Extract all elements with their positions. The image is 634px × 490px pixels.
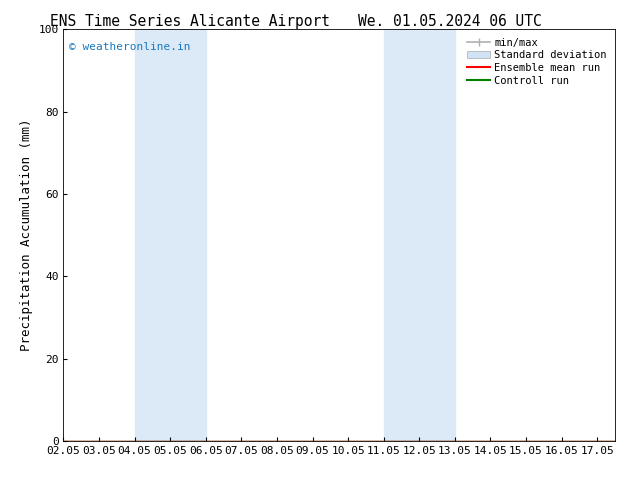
- Text: We. 01.05.2024 06 UTC: We. 01.05.2024 06 UTC: [358, 14, 542, 29]
- Text: ENS Time Series Alicante Airport: ENS Time Series Alicante Airport: [50, 14, 330, 29]
- Bar: [384, 29, 455, 441]
- Bar: [134, 29, 206, 441]
- Y-axis label: Precipitation Accumulation (mm): Precipitation Accumulation (mm): [20, 119, 33, 351]
- Text: © weatheronline.in: © weatheronline.in: [69, 42, 190, 52]
- Legend: min/max, Standard deviation, Ensemble mean run, Controll run: min/max, Standard deviation, Ensemble me…: [464, 35, 610, 89]
